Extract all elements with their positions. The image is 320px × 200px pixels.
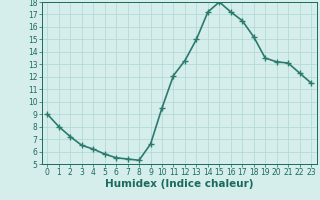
X-axis label: Humidex (Indice chaleur): Humidex (Indice chaleur): [105, 179, 253, 189]
